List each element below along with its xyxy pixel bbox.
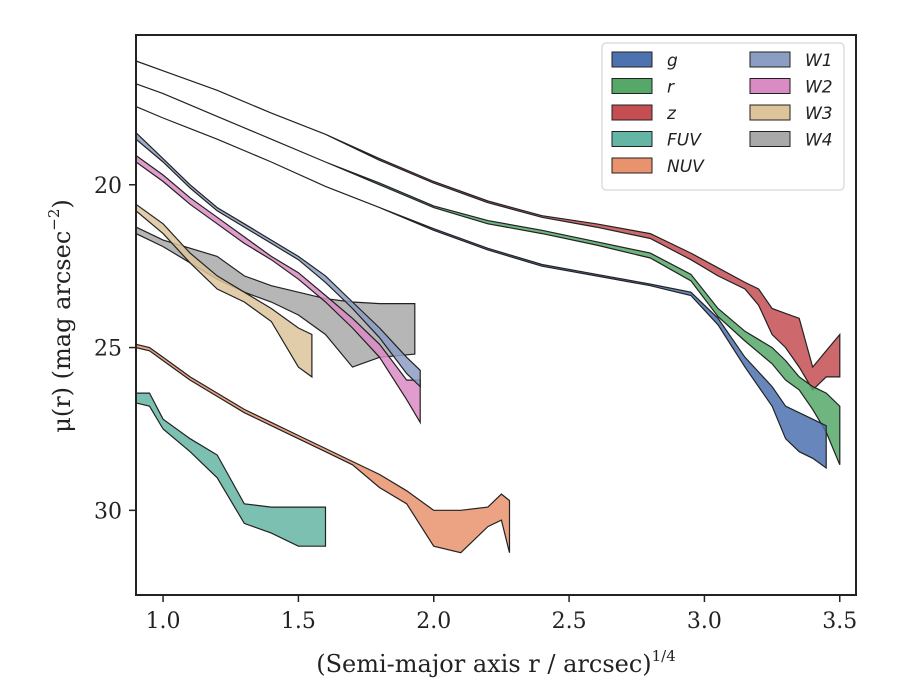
x-tick-label: 1.5 [281, 609, 316, 634]
band-w2 [135, 154, 421, 425]
legend-label-fuv: FUV [667, 131, 702, 151]
band-r [135, 83, 841, 466]
x-tick-label: 3.0 [687, 609, 722, 634]
legend-swatch-fuv [611, 131, 653, 147]
legend-label-z: z [666, 104, 677, 124]
x-tick-label: 1.0 [146, 609, 181, 634]
band-nuv [135, 343, 511, 554]
plot-frame [135, 34, 857, 596]
axis-ticks: 1.0 1.5 2.0 2.5 3.0 3.5 20 25 30 [94, 174, 857, 634]
legend-label-r: r [667, 78, 675, 98]
x-tick-label: 2.0 [416, 609, 451, 634]
band-g [135, 106, 827, 470]
band-fuv [135, 392, 327, 547]
legend-label-g: g [667, 51, 678, 71]
x-axis-label: (Semi-major axis r / arcsec)1/4 [316, 647, 676, 678]
legend-swatch-z [611, 104, 653, 121]
legend-label-w2: W2 [805, 78, 833, 98]
legend: grz FUV NUV W1 W2 W3 W4 [601, 42, 845, 191]
band-z [135, 60, 841, 391]
legend-label-w4: W4 [805, 131, 833, 151]
legend-swatch-w4 [749, 131, 791, 147]
y-tick-label: 25 [94, 337, 122, 362]
legend-swatch-g [611, 51, 653, 68]
legend-label-nuv: NUV [667, 157, 705, 177]
x-tick-label: 3.5 [822, 609, 857, 634]
legend-swatch-r [611, 78, 653, 94]
y-tick-label: 30 [94, 499, 122, 524]
band-w3 [135, 203, 313, 379]
legend-swatch-w1 [749, 51, 791, 68]
band-w1 [135, 131, 421, 389]
legend-swatch-nuv [611, 157, 653, 174]
legend-swatch-w3 [749, 104, 791, 121]
y-axis-label: μ(r) (mag arcsec−2) [45, 199, 76, 433]
legend-swatch-w2 [749, 78, 791, 94]
legend-label-w1: W1 [805, 51, 833, 71]
legend-label-w3: W3 [805, 104, 833, 124]
y-tick-label: 20 [94, 174, 122, 199]
x-tick-label: 2.5 [552, 609, 587, 634]
series-bands [135, 60, 841, 554]
